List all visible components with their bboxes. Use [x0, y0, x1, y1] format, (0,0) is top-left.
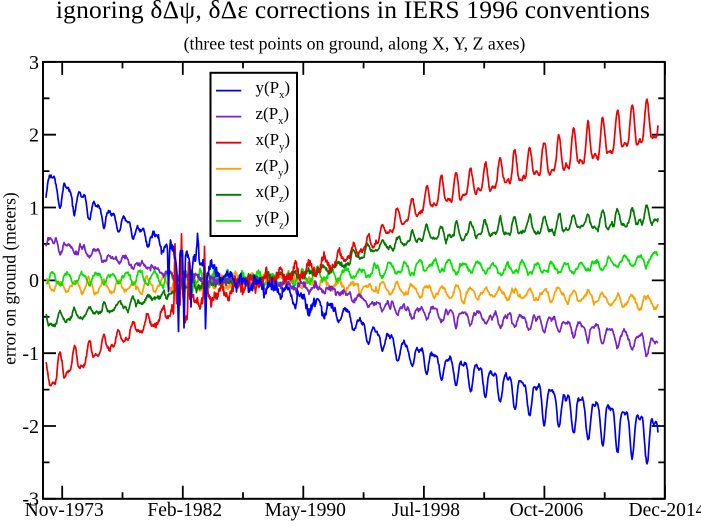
svg-text:-1: -1 [22, 343, 39, 365]
svg-text:error on ground (meters): error on ground (meters) [0, 192, 19, 365]
svg-text:-2: -2 [22, 416, 39, 438]
svg-text:Feb-1982: Feb-1982 [147, 500, 222, 521]
svg-text:ignoring δΔψ, δΔε corrections: ignoring δΔψ, δΔε corrections in IERS 19… [56, 0, 650, 24]
svg-text:-3: -3 [22, 489, 39, 511]
svg-text:3: 3 [29, 52, 39, 74]
svg-text:(three test points on ground,: (three test points on ground, along X, Y… [184, 34, 526, 55]
svg-text:Oct-2006: Oct-2006 [510, 500, 584, 521]
svg-text:Nov-1973: Nov-1973 [25, 500, 104, 521]
svg-text:2: 2 [29, 125, 39, 147]
svg-text:1: 1 [29, 197, 39, 219]
svg-text:Jul-1998: Jul-1998 [392, 500, 460, 521]
svg-text:0: 0 [29, 270, 39, 292]
svg-text:Dec-2014: Dec-2014 [629, 500, 701, 521]
svg-text:May-1990: May-1990 [265, 500, 346, 521]
